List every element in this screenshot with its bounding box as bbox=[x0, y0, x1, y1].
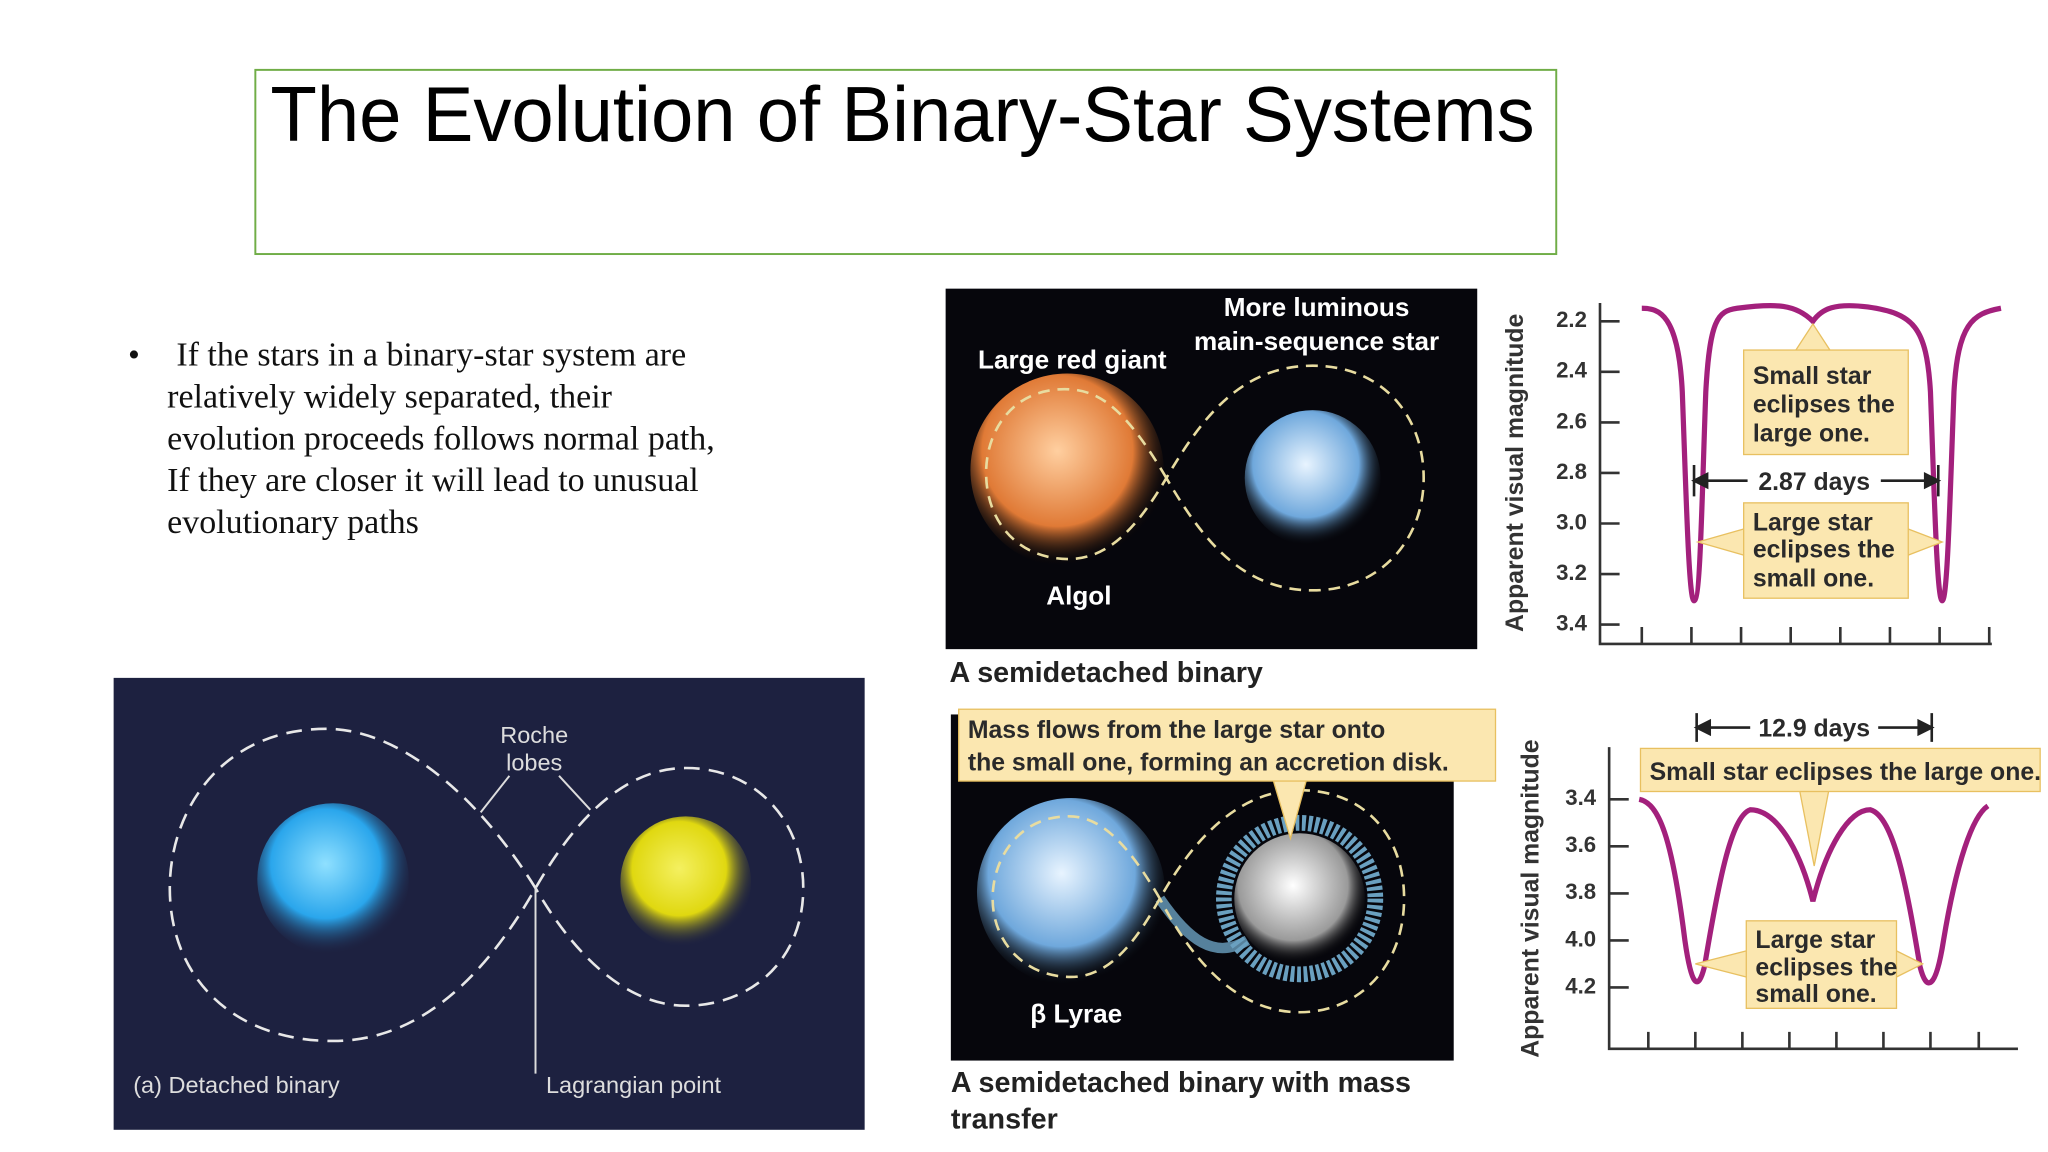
mass-stream bbox=[1155, 895, 1251, 954]
figure-caption: (a) Detached binary bbox=[133, 1072, 340, 1098]
period-label: 2.87 days bbox=[1758, 469, 1870, 496]
y-ticks: 2.2 2.4 2.6 2.8 3.0 3.2 3.4 bbox=[1556, 307, 1620, 635]
companion-label: main-sequence star bbox=[1194, 326, 1439, 356]
pointer bbox=[479, 775, 511, 814]
roche-lobes bbox=[168, 727, 805, 1043]
roche-lobes bbox=[991, 788, 1406, 1014]
y-axis-label: Apparent visual magnitude bbox=[1518, 739, 1545, 1057]
lyrae-figure: Mass flows from the large star onto the … bbox=[950, 708, 1497, 1135]
callout-box bbox=[1743, 502, 1909, 599]
y-tick-label: 2.8 bbox=[1556, 459, 1587, 484]
red-giant bbox=[970, 373, 1164, 567]
y-tick-label: 3.2 bbox=[1556, 560, 1587, 585]
algol-figure: More luminous main-sequence star Large r… bbox=[945, 288, 1478, 689]
callout-text: the small one, forming an accretion disk… bbox=[968, 750, 1449, 777]
companion-label: More luminous bbox=[1224, 292, 1410, 322]
callout-text: eclipses the bbox=[1755, 955, 1897, 982]
bullet-line: evolutionary paths bbox=[167, 504, 419, 541]
callout-box bbox=[1743, 349, 1909, 456]
y-tick-label: 3.4 bbox=[1565, 785, 1597, 810]
bullet-line: If they are closer it will lead to unusu… bbox=[167, 462, 699, 499]
roche-label: Roche bbox=[500, 722, 568, 748]
yellow-star bbox=[620, 816, 752, 947]
callout-text: Small star eclipses the large one. bbox=[1650, 759, 2041, 786]
blue-star bbox=[257, 803, 409, 955]
y-tick-label: 2.6 bbox=[1556, 408, 1587, 433]
accretion-disk bbox=[1215, 815, 1384, 983]
y-tick-label: 3.6 bbox=[1565, 832, 1596, 857]
system-label: β Lyrae bbox=[1030, 999, 1122, 1029]
callout-text: eclipses the bbox=[1753, 537, 1895, 564]
callout-pointer bbox=[1795, 322, 1831, 351]
bullet-line: relatively widely separated, their bbox=[167, 379, 612, 416]
system-label: Algol bbox=[1046, 581, 1111, 611]
callout-text: Mass flows from the large star onto bbox=[968, 717, 1386, 744]
y-tick-label: 4.0 bbox=[1565, 926, 1596, 951]
callout-text: Small star bbox=[1753, 363, 1872, 390]
bullet-line: evolution proceeds follows normal path, bbox=[167, 420, 715, 457]
callout-pointer bbox=[1695, 528, 1945, 556]
giant-label: Large red giant bbox=[978, 344, 1167, 374]
y-tick-label: 3.8 bbox=[1565, 879, 1596, 904]
callout-box bbox=[1745, 920, 1898, 1009]
light-curve bbox=[1641, 302, 2002, 604]
title: The Evolution of Binary-Star Systems bbox=[270, 70, 1534, 158]
light-curve bbox=[1638, 796, 1990, 986]
y-tick-label: 2.4 bbox=[1556, 358, 1588, 383]
large-star bbox=[976, 798, 1166, 987]
callout-box bbox=[958, 708, 1497, 782]
callout-box bbox=[1639, 747, 2041, 793]
callout-pointer bbox=[1272, 780, 1307, 841]
period-label: 12.9 days bbox=[1758, 716, 1870, 743]
callout-text: large one. bbox=[1753, 420, 1870, 447]
roche-label: lobes bbox=[506, 750, 562, 776]
callout-text: small one. bbox=[1753, 565, 1874, 592]
figure-caption: A semidetached binary bbox=[950, 657, 1263, 689]
figure-background bbox=[113, 677, 865, 1130]
title-box bbox=[254, 68, 1558, 256]
x-ticks bbox=[1640, 626, 1991, 644]
callout-text: Large star bbox=[1755, 927, 1875, 954]
figure-caption: transfer bbox=[951, 1103, 1058, 1135]
period-arrow bbox=[1693, 713, 1935, 742]
callout-text: small one. bbox=[1755, 981, 1876, 1008]
x-ticks bbox=[1647, 1031, 1981, 1049]
bullet-dot: • bbox=[128, 337, 140, 374]
algol-light-curve: Apparent visual magnitude 2.2 2.4 2.6 2.8 3.… bbox=[1502, 302, 2002, 646]
axes bbox=[1598, 303, 1992, 646]
y-ticks: 3.4 3.6 3.8 4.0 4.2 bbox=[1565, 785, 1629, 998]
lyrae-light-curve: Apparent visual magnitude 3.4 3.6 3.8 4.0 4.… bbox=[1518, 713, 2041, 1058]
y-tick-label: 3.0 bbox=[1556, 509, 1587, 534]
y-tick-label: 3.4 bbox=[1556, 610, 1588, 635]
roche-lobes bbox=[984, 364, 1425, 592]
y-axis-label: Apparent visual magnitude bbox=[1502, 314, 1529, 632]
callout-text: Large star bbox=[1753, 509, 1873, 536]
callout-pointer bbox=[1695, 950, 1925, 978]
detached-figure: Roche lobes (a) Detached binary Lagrangi… bbox=[113, 677, 865, 1130]
y-tick-label: 2.2 bbox=[1556, 307, 1587, 332]
period-arrow bbox=[1691, 464, 1942, 497]
bullet: • If the stars in a binary-star system a… bbox=[128, 337, 715, 541]
lagrangian-label: Lagrangian point bbox=[546, 1072, 722, 1098]
callout-pointer bbox=[1799, 791, 1830, 867]
callout-text: eclipses the bbox=[1753, 392, 1895, 419]
y-tick-label: 4.2 bbox=[1565, 973, 1596, 998]
bullet-line: If the stars in a binary-star system are bbox=[176, 337, 686, 374]
small-star bbox=[1234, 833, 1365, 964]
figure-caption: A semidetached binary with mass bbox=[951, 1067, 1411, 1099]
companion-star bbox=[1244, 410, 1381, 546]
pointer bbox=[558, 775, 592, 811]
